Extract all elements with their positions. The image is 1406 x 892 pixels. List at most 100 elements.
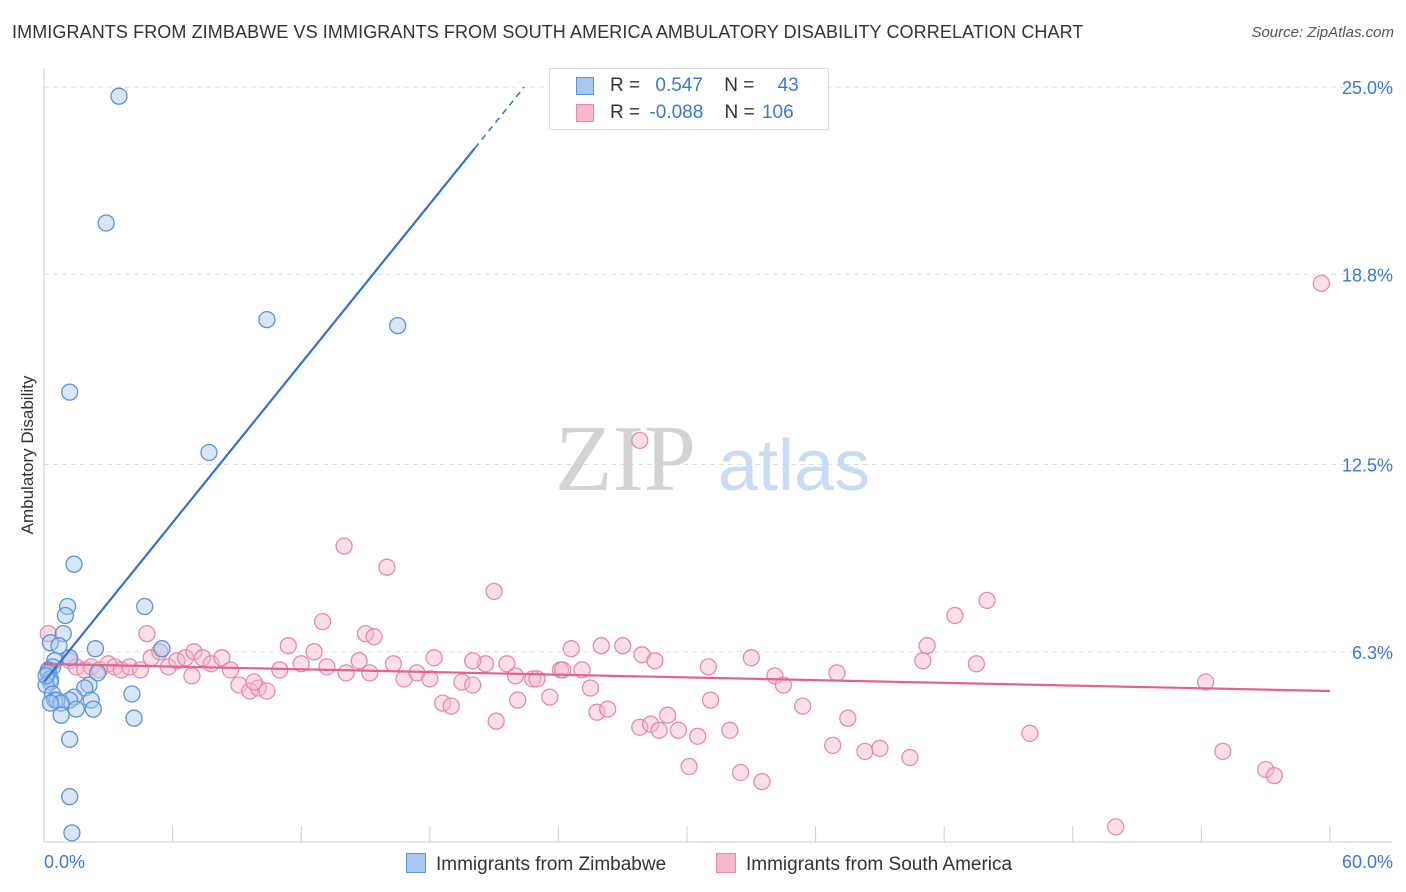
south-america-point bbox=[699, 658, 718, 676]
south-america-point bbox=[631, 431, 649, 450]
south-america-point bbox=[138, 624, 156, 643]
south-america-point bbox=[1214, 742, 1232, 761]
south-america-point bbox=[305, 643, 323, 661]
watermark-zip: ZIP bbox=[555, 407, 696, 511]
bottom-legend-zimbabwe: Immigrants from Zimbabwe bbox=[406, 853, 666, 876]
south-america-point bbox=[151, 643, 169, 661]
south-america-points bbox=[39, 274, 1331, 836]
zimbabwe-points bbox=[37, 87, 407, 842]
y-tick-label: 12.5% bbox=[1342, 456, 1393, 476]
south-america-point bbox=[1107, 818, 1125, 836]
south-america-point bbox=[631, 718, 649, 736]
zimbabwe-point bbox=[125, 709, 143, 727]
south-america-point bbox=[464, 676, 482, 694]
south-america-point bbox=[425, 649, 443, 667]
x-tick-label-min: 0.0% bbox=[44, 852, 86, 872]
legend-n-value: 43 bbox=[777, 75, 799, 96]
south-america-point bbox=[1265, 766, 1283, 785]
south-america-point bbox=[689, 727, 707, 745]
legend-r-label: R = bbox=[610, 75, 641, 96]
zimbabwe-trend-line bbox=[43, 147, 476, 683]
south-america-point bbox=[213, 649, 231, 667]
south-america-point bbox=[442, 697, 460, 715]
south-america-point bbox=[914, 652, 932, 670]
south-america-point bbox=[839, 709, 857, 727]
south-america-point bbox=[258, 682, 276, 700]
south-america-point bbox=[1021, 724, 1039, 742]
south-america-point bbox=[1312, 274, 1331, 293]
legend-n-label: N = bbox=[724, 102, 755, 123]
bottom-legend-label: Immigrants from Zimbabwe bbox=[436, 854, 667, 875]
zimbabwe-point bbox=[61, 730, 79, 748]
south-america-point bbox=[562, 640, 580, 658]
zimbabwe-point bbox=[97, 214, 115, 232]
south-america-point bbox=[918, 637, 936, 655]
trend-lines bbox=[43, 86, 1331, 693]
watermark-atlas: atlas bbox=[718, 426, 870, 506]
south-america-point bbox=[292, 655, 310, 673]
south-america-point bbox=[614, 637, 632, 655]
south-america-point bbox=[509, 691, 527, 709]
legend-n-label: N = bbox=[724, 75, 755, 96]
south-america-point bbox=[599, 700, 617, 718]
south-america-point bbox=[421, 670, 439, 688]
zimbabwe-point bbox=[258, 310, 276, 329]
zimbabwe-point bbox=[61, 383, 79, 401]
south-america-point bbox=[1257, 760, 1275, 779]
south-america-point bbox=[498, 655, 516, 673]
south-america-point bbox=[824, 736, 842, 755]
zimbabwe-point bbox=[56, 606, 75, 625]
correlation-legend: R = 0.547 N = 43 R = -0.088 N = 106 bbox=[549, 68, 829, 130]
south-america-point bbox=[774, 676, 793, 694]
zimbabwe-point bbox=[61, 788, 79, 806]
legend-r-value: -0.088 bbox=[649, 102, 704, 123]
bottom-legend-south-america: Immigrants from South America bbox=[716, 853, 1012, 876]
south-america-point bbox=[742, 649, 760, 667]
zimbabwe-point bbox=[37, 676, 55, 694]
chart-title: IMMIGRANTS FROM ZIMBABWE VS IMMIGRANTS F… bbox=[12, 22, 1084, 42]
south-america-point bbox=[701, 691, 720, 709]
south-america-point bbox=[335, 537, 353, 555]
zimbabwe-point bbox=[136, 597, 154, 616]
grid-lines bbox=[44, 86, 1392, 653]
zimbabwe-point bbox=[41, 694, 60, 712]
south-america-point bbox=[361, 664, 379, 682]
south-america-point bbox=[1197, 673, 1215, 691]
source-label: Source: ZipAtlas.com bbox=[1251, 24, 1394, 41]
south-america-point bbox=[350, 652, 368, 670]
zimbabwe-point bbox=[84, 700, 102, 718]
south-america-point bbox=[464, 652, 482, 670]
south-america-point bbox=[680, 757, 698, 776]
legend-r-value: 0.547 bbox=[655, 75, 703, 96]
legend-r-label: R = bbox=[610, 102, 641, 123]
zimbabwe-point bbox=[110, 87, 128, 105]
watermark: ZIP atlas bbox=[555, 407, 870, 511]
bottom-legend-swatch-blue bbox=[406, 853, 426, 873]
south-america-point bbox=[183, 667, 201, 685]
y-tick-label: 18.8% bbox=[1342, 265, 1393, 285]
south-america-point bbox=[641, 715, 660, 733]
south-america-point bbox=[731, 763, 750, 782]
zimbabwe-point bbox=[389, 316, 407, 335]
south-america-point bbox=[669, 721, 688, 739]
south-america-point bbox=[581, 679, 600, 697]
south-america-point bbox=[659, 706, 677, 724]
south-america-point bbox=[245, 673, 263, 691]
zimbabwe-point bbox=[37, 667, 55, 685]
south-america-trend-line bbox=[43, 662, 1331, 693]
south-america-point bbox=[318, 658, 336, 676]
south-america-point bbox=[476, 655, 495, 673]
south-america-point bbox=[279, 637, 297, 655]
south-america-point bbox=[646, 652, 664, 670]
zimbabwe-point bbox=[200, 443, 218, 462]
south-america-point bbox=[365, 628, 383, 646]
south-america-point bbox=[384, 655, 403, 673]
south-america-point bbox=[721, 721, 739, 739]
zimbabwe-point bbox=[63, 824, 81, 842]
south-america-point bbox=[753, 772, 771, 791]
south-america-point bbox=[828, 664, 846, 682]
south-america-point bbox=[978, 591, 996, 610]
south-america-point bbox=[506, 667, 525, 685]
south-america-point bbox=[453, 673, 471, 691]
